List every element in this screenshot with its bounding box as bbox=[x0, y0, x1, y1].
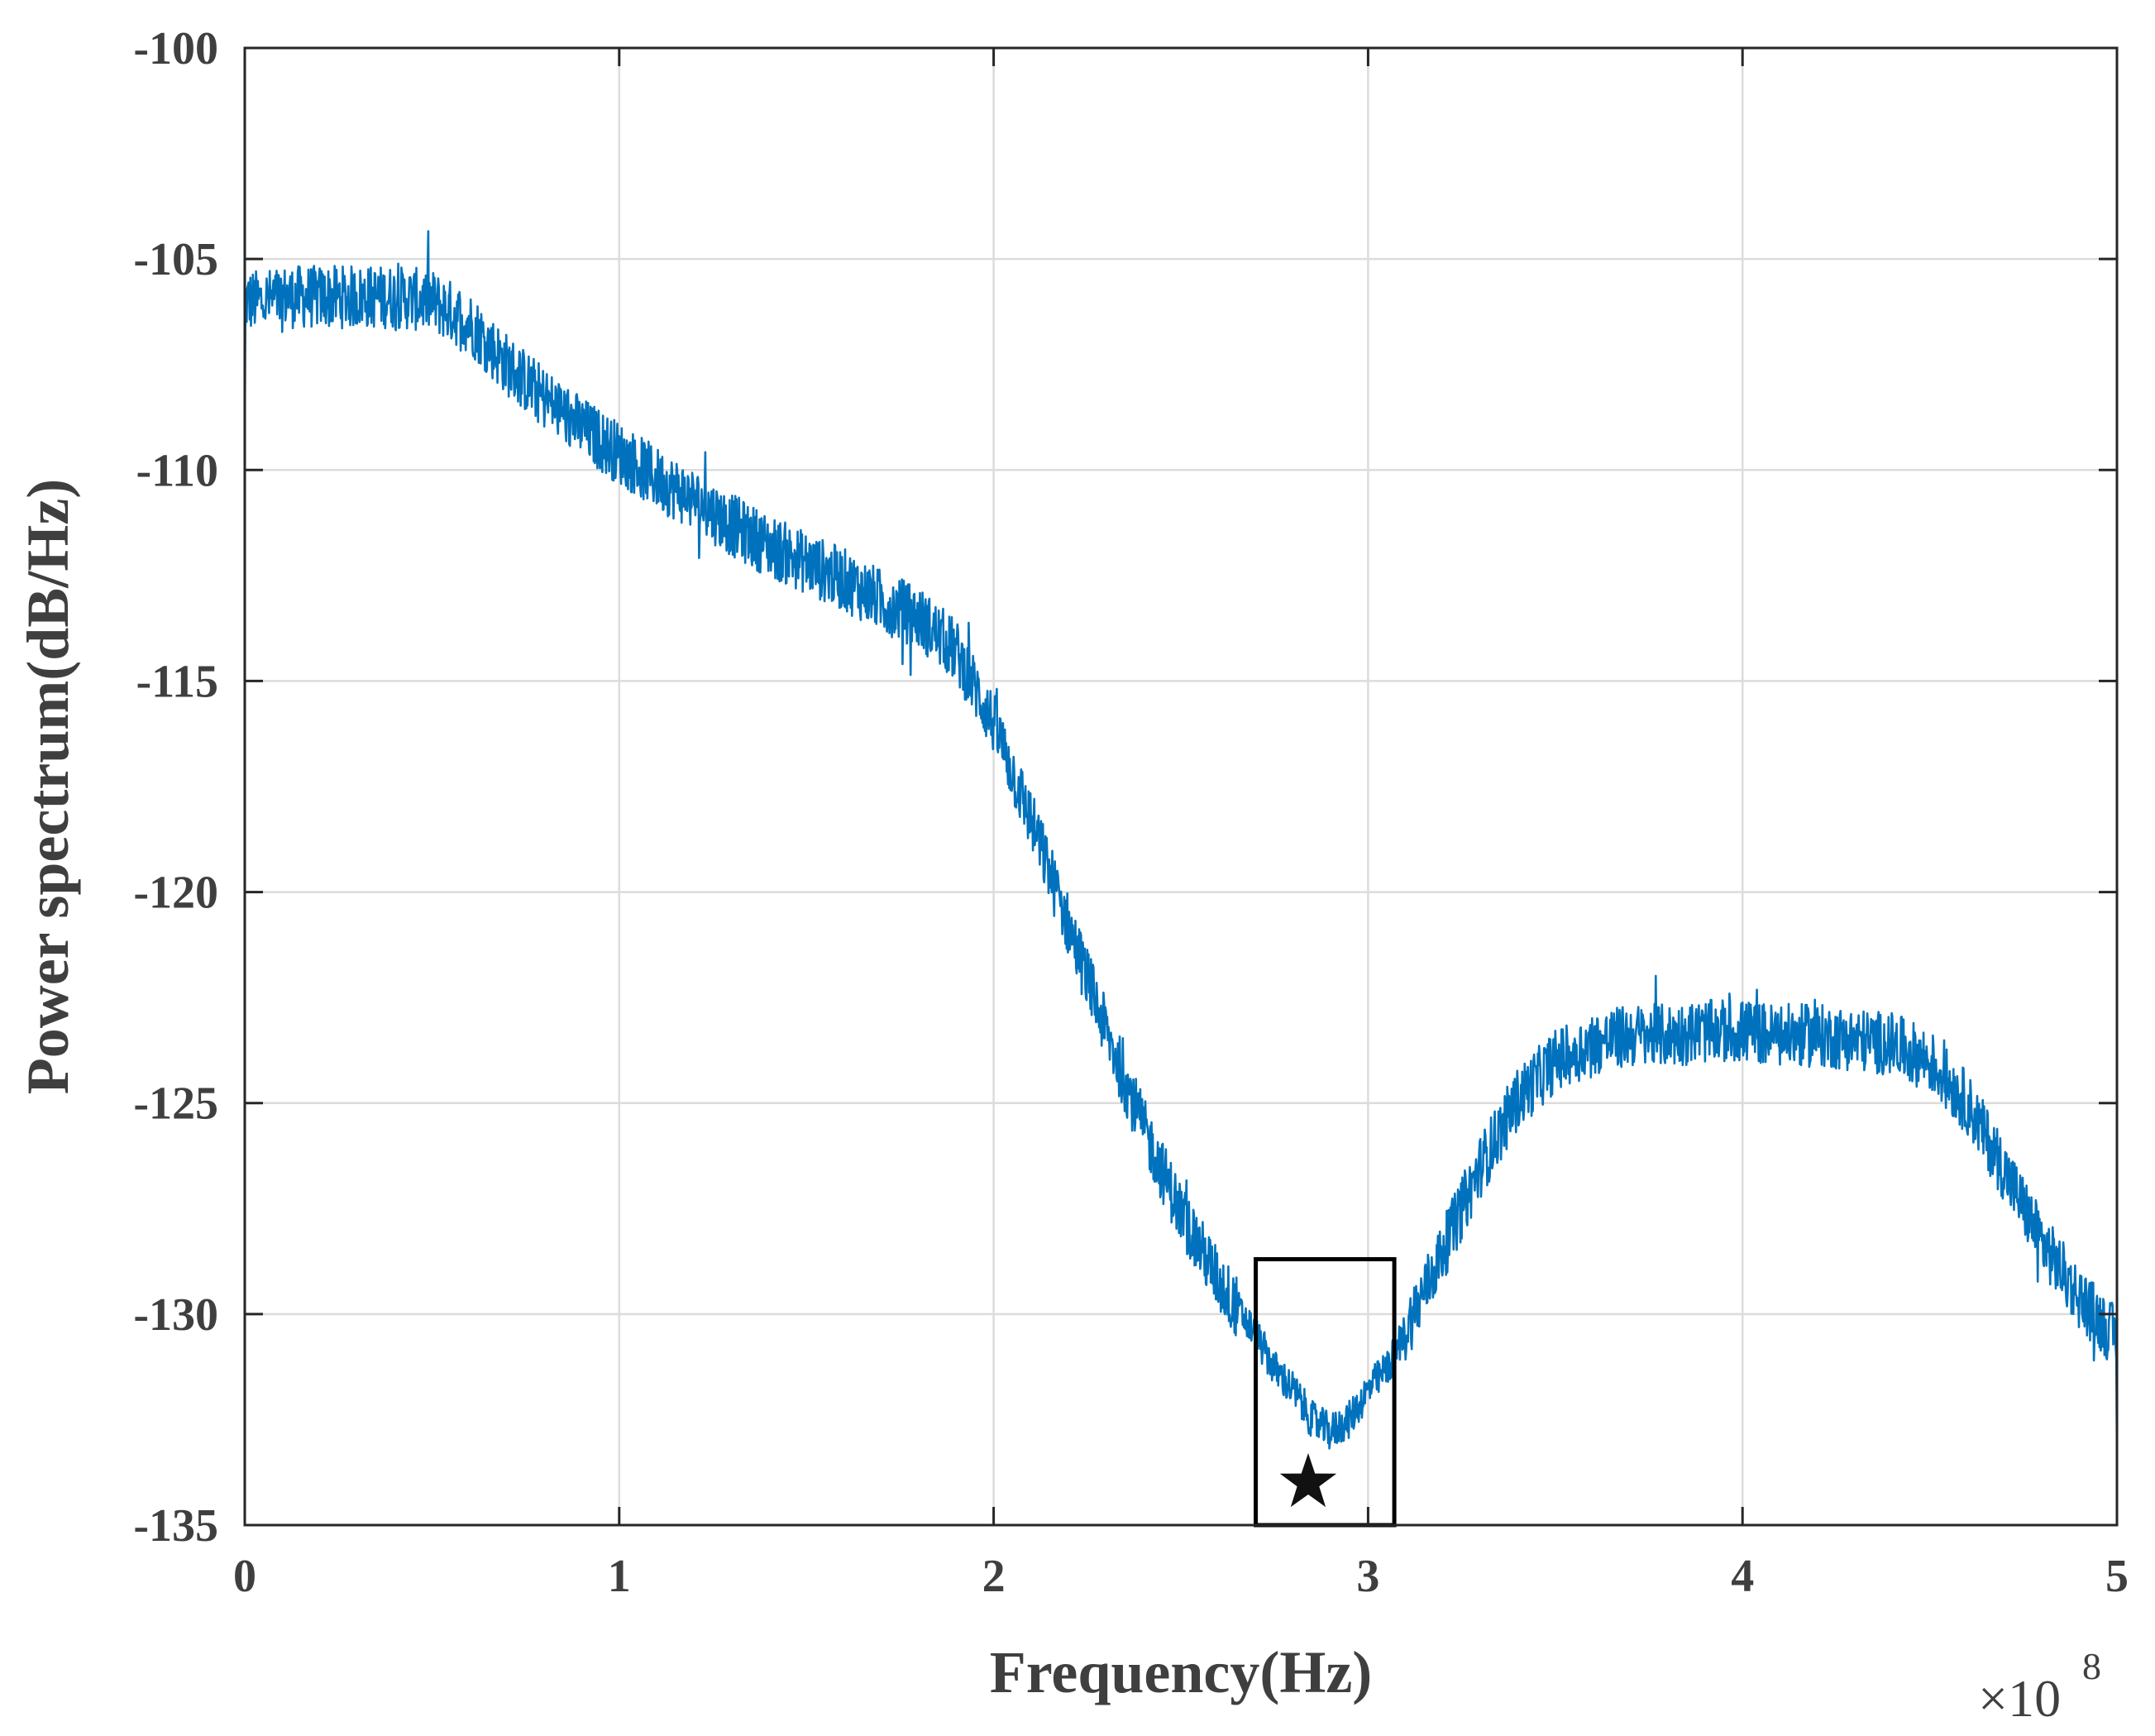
star-marker-icon bbox=[1279, 1453, 1337, 1508]
axis-ticks bbox=[243, 46, 2119, 1527]
axes-box bbox=[243, 46, 2119, 1527]
y-tick-label: -135 bbox=[133, 1500, 218, 1552]
y-tick-label: -105 bbox=[133, 234, 218, 285]
y-tick-labels: -100 -105 -110 -115 -120 -125 -130 -135 bbox=[133, 23, 218, 1552]
series-line-power-spectrum bbox=[243, 230, 2119, 1462]
x-axis-label: Frequency(Hz) bbox=[990, 1639, 1373, 1705]
y-axis-label: Power spectrum(dB/Hz) bbox=[15, 479, 81, 1095]
y-tick-label: -110 bbox=[136, 445, 218, 496]
y-tick-label: -100 bbox=[133, 23, 218, 74]
y-tick-label: -120 bbox=[133, 868, 218, 919]
x-tick-label: 5 bbox=[2105, 1551, 2129, 1602]
y-tick-label: -130 bbox=[133, 1289, 218, 1341]
x-tick-label: 4 bbox=[1731, 1551, 1754, 1602]
x-tick-label: 3 bbox=[1356, 1551, 1379, 1602]
x-multiplier-exponent: 8 bbox=[2082, 1645, 2101, 1687]
plot-area bbox=[245, 48, 2117, 1525]
x-tick-label: 0 bbox=[233, 1551, 256, 1602]
x-multiplier-base: ×10 bbox=[1978, 1669, 2061, 1728]
x-multiplier-label: ×10 8 bbox=[1978, 1645, 2101, 1728]
x-tick-labels: 0 1 2 3 4 5 bbox=[233, 1551, 2129, 1602]
x-tick-label: 1 bbox=[608, 1551, 631, 1602]
series-layer bbox=[243, 230, 2119, 1462]
y-tick-label: -115 bbox=[136, 656, 218, 707]
x-tick-label: 2 bbox=[982, 1551, 1006, 1602]
grid-lines bbox=[245, 48, 2117, 1525]
y-tick-label: -125 bbox=[133, 1078, 218, 1130]
